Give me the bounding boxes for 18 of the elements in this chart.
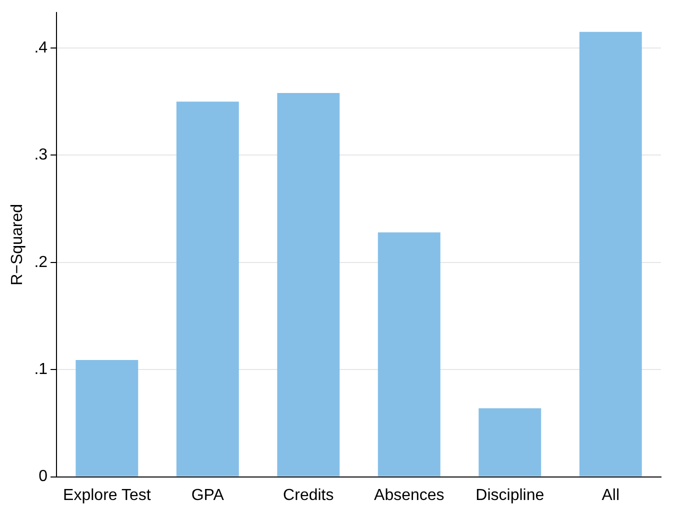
y-tick-label: .1 (34, 361, 48, 378)
bar (579, 32, 642, 476)
bar (76, 360, 138, 476)
bar (478, 408, 542, 476)
x-tick-label: Explore Test (63, 486, 152, 504)
x-tick-label: Credits (283, 486, 334, 504)
y-tick-label: 0 (38, 468, 48, 486)
y-tick-label: .4 (34, 39, 48, 56)
bar (277, 93, 340, 476)
x-tick-label: GPA (191, 486, 224, 504)
x-tick-label: All (602, 486, 620, 504)
y-tick-label: .3 (34, 146, 48, 164)
x-tick-label: Absences (374, 486, 444, 504)
bar (176, 102, 239, 476)
bar (378, 232, 440, 476)
y-axis-title: R−Squared (9, 204, 26, 286)
x-tick-label: Discipline (476, 486, 544, 504)
y-tick-label: .2 (34, 254, 48, 271)
